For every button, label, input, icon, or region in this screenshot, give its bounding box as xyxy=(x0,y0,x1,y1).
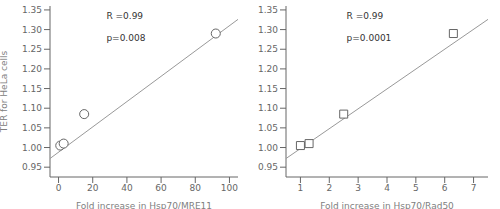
svg-text:1.20: 1.20 xyxy=(22,64,42,74)
svg-text:7: 7 xyxy=(471,183,477,193)
svg-text:80: 80 xyxy=(190,183,202,193)
svg-text:0.95: 0.95 xyxy=(22,162,42,172)
svg-text:TER for HeLa cells: TER for HeLa cells xyxy=(8,50,9,133)
svg-text:1.15: 1.15 xyxy=(22,84,42,94)
svg-text:1.00: 1.00 xyxy=(22,143,42,153)
svg-text:1.10: 1.10 xyxy=(258,103,278,113)
svg-text:1.05: 1.05 xyxy=(258,123,278,133)
svg-text:1: 1 xyxy=(298,183,304,193)
svg-text:1.10: 1.10 xyxy=(22,103,42,113)
html-text:R =0.99: R =0.99 xyxy=(106,11,144,22)
svg-text:1.25: 1.25 xyxy=(258,44,278,54)
svg-text:0: 0 xyxy=(56,183,62,193)
svg-text:3: 3 xyxy=(355,183,361,193)
svg-text:60: 60 xyxy=(155,183,167,193)
svg-text:0.95: 0.95 xyxy=(258,162,278,172)
svg-text:40: 40 xyxy=(121,183,133,193)
svg-text:6: 6 xyxy=(442,183,448,193)
svg-text:100: 100 xyxy=(221,183,238,193)
svg-text:4: 4 xyxy=(384,183,390,193)
html-text:p=0.008: p=0.008 xyxy=(106,33,146,44)
svg-text:1.30: 1.30 xyxy=(22,25,42,35)
svg-text:1.05: 1.05 xyxy=(22,123,42,133)
svg-text:20: 20 xyxy=(87,183,99,193)
svg-text:5: 5 xyxy=(413,183,419,193)
svg-text:1.15: 1.15 xyxy=(258,84,278,94)
svg-text:2: 2 xyxy=(326,183,332,193)
svg-text:1.00: 1.00 xyxy=(258,143,278,153)
svg-text:Fold increase in Hsp70/Rad50: Fold increase in Hsp70/Rad50 xyxy=(320,201,454,209)
svg-text:1.25: 1.25 xyxy=(22,44,42,54)
svg-text:1.30: 1.30 xyxy=(258,25,278,35)
html-text:R =0.99: R =0.99 xyxy=(346,11,384,22)
svg-text:1.35: 1.35 xyxy=(22,5,42,15)
html-text:p=0.0001: p=0.0001 xyxy=(346,33,392,44)
svg-text:1.35: 1.35 xyxy=(258,5,278,15)
svg-text:1.20: 1.20 xyxy=(258,64,278,74)
svg-text:Fold increase in Hsp70/MRE11: Fold increase in Hsp70/MRE11 xyxy=(76,201,212,209)
